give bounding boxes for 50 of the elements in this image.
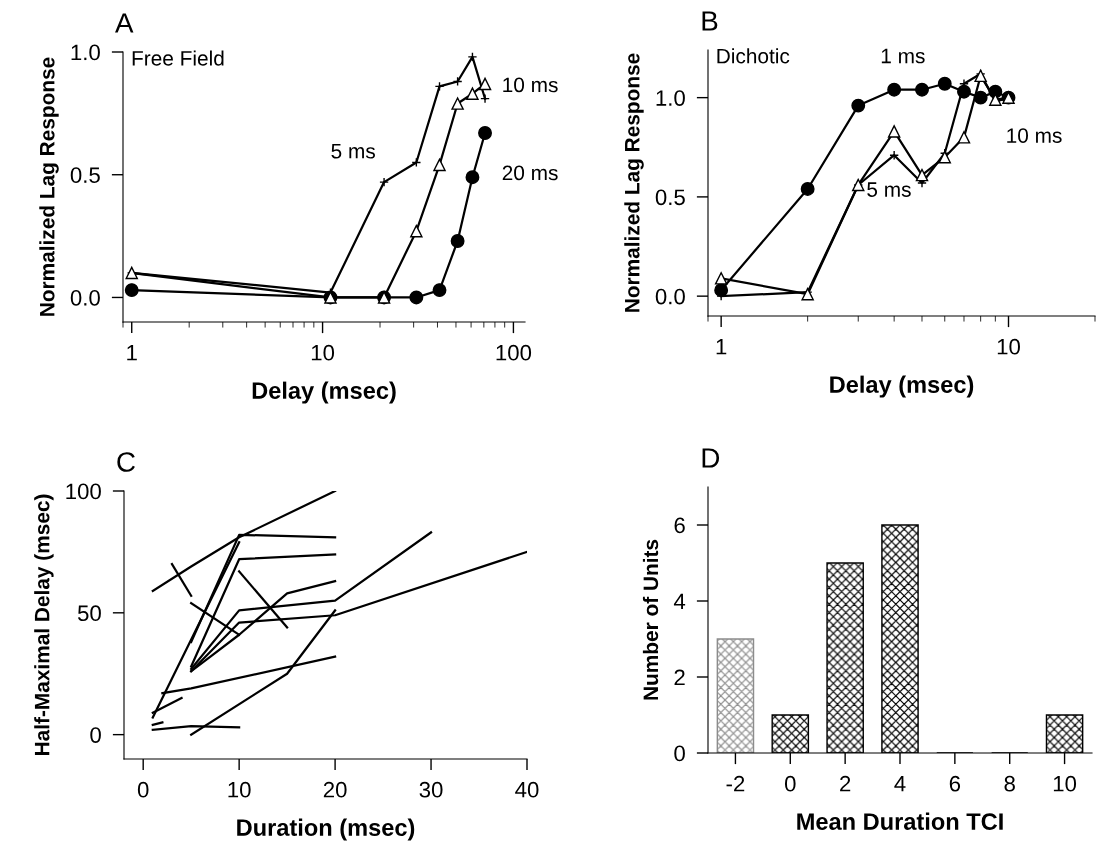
x-tick-label: 40 [515,781,539,798]
x-tick-label: 2 [840,775,851,792]
x-tick-label: 30 [419,781,443,798]
annotation: 20 ms [502,165,558,181]
x-tick-label: 100 [496,344,532,361]
annotation: 10 ms [503,77,558,93]
x-axis-title: Mean Duration TCI [797,812,1003,830]
annotation: 1 ms [881,48,925,64]
y-tick-label: 2 [674,669,685,686]
x-axis-title: Duration (msec) [237,818,415,841]
y-tick-label: 0.5 [70,167,100,183]
x-axis-title: Delay (msec) [252,381,396,404]
x-tick-label: 0 [784,775,796,792]
y-tick-label: 100 [66,483,101,500]
x-tick-label: 10 [997,338,1020,355]
y-tick-label: 0 [90,727,101,743]
y-axis-title: Number of Units [642,539,659,700]
chart-title: A [115,13,134,33]
x-tick-label: 8 [1004,775,1015,792]
x-tick-label: 10 [228,781,251,798]
y-tick-label: 6 [674,517,685,534]
x-tick-label: 10 [311,344,335,361]
annotation: Free Field [132,50,224,66]
y-axis-title: Normalized Lag Response [39,57,59,316]
x-tick-label: -2 [726,775,745,792]
annotation: Dichotic [717,48,790,64]
annotation: 10 ms [1007,128,1062,143]
chart-title: C [117,452,135,472]
y-tick-label: 0.0 [70,289,100,306]
x-tick-label: 1 [127,345,137,361]
chart-title: B [702,11,718,31]
x-tick-label: 10 [1053,775,1077,792]
x-tick-label: 0 [137,781,149,798]
x-tick-label: 6 [949,775,961,792]
chart-title: D [702,448,720,468]
y-axis-title: Half-Maximal Delay (msec) [34,494,54,756]
y-tick-label: 50 [77,605,101,622]
annotation: 5 ms [867,182,911,197]
y-tick-label: 1.0 [656,90,685,106]
y-tick-label: 0 [674,745,685,762]
y-tick-label: 0.5 [655,189,685,206]
x-tick-label: 1 [716,339,727,355]
y-tick-label: 4 [673,593,686,610]
y-tick-label: 0.0 [655,288,685,305]
annotation: 5 ms [331,143,375,159]
x-tick-label: 4 [894,776,906,792]
x-tick-label: 20 [323,781,347,798]
x-axis-title: Delay (msec) [830,375,974,398]
y-tick-label: 1.0 [71,44,100,61]
y-axis-title: Normalized Lag Response [624,53,644,312]
